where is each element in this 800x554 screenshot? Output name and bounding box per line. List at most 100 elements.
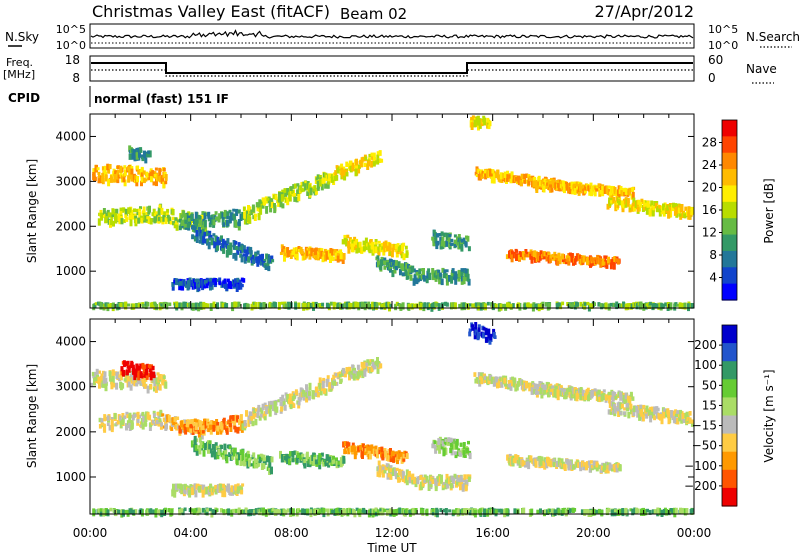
velocity-cell	[385, 509, 389, 516]
power-cell	[144, 157, 148, 164]
power-cell	[131, 214, 135, 220]
velocity-cell	[431, 508, 435, 512]
velocity-cell	[617, 409, 621, 417]
power-cell	[446, 232, 449, 240]
velocity-cell	[97, 376, 101, 384]
power-cell	[234, 222, 238, 228]
power-cell	[426, 270, 430, 279]
velocity-cell	[294, 389, 298, 396]
velocity-cell	[342, 441, 346, 448]
power-cell	[380, 158, 384, 163]
velocity-cell	[334, 373, 338, 377]
velocity-cell	[568, 464, 572, 469]
velocity-cell	[524, 383, 528, 389]
power-cell	[369, 239, 373, 244]
power-cell	[212, 301, 216, 309]
velocity-cell	[248, 459, 251, 466]
power-cell	[480, 169, 483, 174]
velocity-cell	[146, 509, 150, 516]
power-cell	[198, 218, 202, 225]
power-cell	[128, 214, 132, 220]
power-cell	[375, 302, 379, 309]
power-cell	[515, 253, 518, 261]
velocity-cell	[108, 425, 112, 431]
power-cell	[417, 273, 421, 279]
velocity-cell	[378, 447, 382, 450]
velocity-cell	[447, 437, 451, 443]
power-cell	[609, 302, 613, 307]
velocity-cell	[190, 425, 194, 429]
velocity-cell	[564, 509, 568, 517]
velocity-cell	[546, 458, 550, 466]
velocity-cell	[328, 382, 332, 389]
power-cell	[510, 172, 514, 181]
power-cell	[645, 303, 649, 307]
velocity-cell	[136, 416, 140, 424]
velocity-cell	[394, 473, 398, 480]
velocity-cell	[584, 393, 588, 401]
velocity-cell	[159, 409, 163, 417]
power-cell	[207, 281, 211, 286]
power-cell	[144, 301, 148, 306]
velocity-cell	[368, 454, 372, 460]
power-cell	[669, 203, 673, 207]
velocity-cell	[352, 370, 356, 374]
velocity-cell	[434, 447, 438, 454]
power-cell	[613, 187, 617, 195]
power-cell	[634, 200, 638, 208]
power-cell	[329, 301, 333, 306]
velocity-cell	[427, 483, 431, 491]
power-cell	[571, 303, 575, 307]
power-cell	[640, 198, 644, 204]
power-cell	[411, 265, 415, 273]
velocity-cell	[480, 507, 484, 512]
power-cell	[599, 261, 603, 268]
power-cell	[354, 301, 358, 308]
power-cell	[401, 244, 404, 252]
power-cell	[349, 303, 353, 309]
velocity-cell	[376, 366, 380, 374]
power-cell	[477, 303, 481, 311]
power-cell	[140, 180, 143, 187]
velocity-cell	[389, 467, 393, 473]
power-cell	[325, 174, 329, 181]
power-cell	[293, 196, 297, 202]
power-cell	[662, 203, 666, 208]
velocity-cell	[104, 383, 108, 392]
power-cell	[376, 158, 380, 165]
velocity-cell	[378, 470, 382, 478]
velocity-cell	[343, 373, 347, 378]
power-cell	[460, 244, 464, 252]
velocity-cell	[308, 391, 311, 396]
power-cell	[228, 217, 232, 224]
velocity-cell	[401, 472, 405, 479]
power-cell	[223, 278, 227, 284]
power-cell	[656, 208, 660, 212]
power-cell	[122, 207, 126, 211]
power-cell	[119, 302, 123, 307]
velocity-cell	[98, 381, 101, 389]
power-cell	[340, 167, 344, 175]
power-cell	[577, 188, 581, 196]
velocity-cell	[127, 365, 131, 373]
power-cell	[101, 166, 105, 171]
power-cell	[269, 206, 273, 213]
power-cell	[591, 258, 595, 263]
velocity-cell	[223, 489, 227, 498]
power-cell	[561, 180, 565, 187]
velocity-cell	[327, 462, 331, 468]
power-cell	[506, 174, 510, 180]
velocity-cell	[135, 376, 139, 380]
velocity-cell	[318, 455, 322, 460]
velocity-cell	[254, 413, 258, 418]
velocity-cell	[545, 462, 549, 469]
velocity-cell	[277, 399, 281, 403]
power-cell	[232, 208, 236, 212]
power-cell	[360, 246, 364, 254]
power-cell	[210, 238, 214, 246]
velocity-cell	[636, 409, 640, 418]
velocity-cell	[253, 457, 257, 462]
velocity-cell	[250, 416, 254, 421]
velocity-cell	[241, 423, 245, 431]
velocity-cell	[101, 380, 105, 388]
